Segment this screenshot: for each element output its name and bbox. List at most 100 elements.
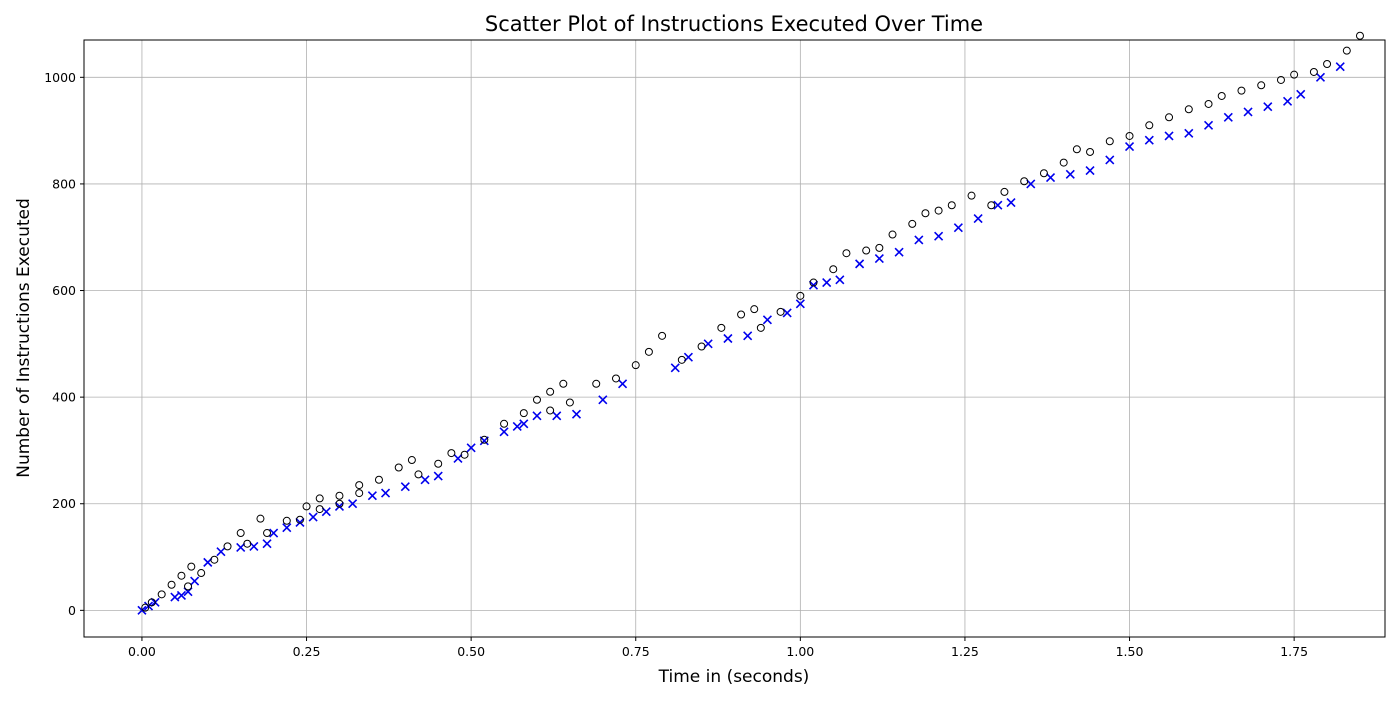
data-point-x (1296, 89, 1306, 99)
data-point-x (1223, 112, 1233, 122)
x-tick-label: 1.00 (786, 644, 814, 659)
data-point-x (1144, 135, 1154, 145)
axis-ticks: 0.00 0.25 0.50 0.75 1.00 1.25 1.50 1.75 0 200 400 6… (44, 70, 1308, 659)
data-point-circle (282, 516, 291, 525)
data-point-x (282, 523, 292, 533)
data-point-circle (1105, 137, 1114, 146)
data-point-x (532, 411, 542, 421)
data-point-x (262, 539, 272, 549)
data-point-x (1282, 96, 1293, 106)
data-point-x (894, 247, 904, 257)
data-point-circle (559, 379, 568, 388)
data-point-x (466, 443, 476, 453)
data-point-circle (177, 571, 186, 580)
data-point-x (1045, 172, 1056, 183)
data-points (137, 31, 1364, 615)
data-point-circle (888, 230, 897, 239)
data-point-x (420, 475, 430, 485)
data-point-circle (1355, 31, 1364, 40)
data-point-x (1184, 128, 1194, 138)
data-point-circle (355, 481, 364, 490)
data-point-x (874, 253, 884, 264)
data-point-circle (697, 342, 706, 351)
data-point-circle (842, 249, 851, 258)
data-point-circle (157, 590, 166, 599)
data-point-x (1124, 142, 1135, 152)
data-point-x (1243, 107, 1253, 117)
data-point-circle (460, 450, 469, 459)
data-point-x (380, 488, 391, 498)
data-point-circle (796, 291, 805, 300)
data-point-circle (677, 355, 686, 364)
data-point-circle (447, 449, 456, 458)
data-point-circle (480, 435, 489, 444)
data-point-circle (500, 419, 509, 428)
data-point-circle (644, 347, 653, 356)
data-point-x (934, 231, 944, 241)
data-point-circle (335, 499, 344, 508)
data-point-circle (434, 459, 443, 468)
data-point-circle (394, 463, 403, 472)
y-tick-label: 800 (52, 176, 76, 191)
data-point-x (176, 590, 187, 600)
chart-title: Scatter Plot of Instructions Executed Ov… (485, 12, 983, 36)
x-tick-label: 0.75 (622, 644, 650, 659)
data-point-circle (315, 494, 324, 503)
data-point-circle (1059, 158, 1068, 167)
data-point-x (914, 235, 924, 245)
data-point-x (1335, 62, 1345, 72)
data-point-x (1105, 155, 1115, 165)
data-point-circle (546, 387, 555, 396)
x-tick-label: 1.50 (1116, 644, 1144, 659)
data-point-circle (1290, 70, 1299, 79)
data-point-circle (546, 406, 555, 415)
data-point-x (1315, 72, 1326, 82)
data-point-circle (565, 398, 574, 407)
data-point-circle (829, 265, 838, 274)
data-point-circle (184, 582, 193, 591)
data-point-x (269, 528, 279, 538)
data-point-circle (1204, 99, 1213, 108)
x-tick-label: 0.50 (457, 644, 485, 659)
data-point-x (782, 308, 792, 318)
data-point-circle (532, 395, 541, 404)
data-point-circle (987, 201, 996, 210)
y-axis-label: Number of Instructions Executed (14, 198, 34, 478)
data-point-circle (1165, 113, 1174, 122)
data-point-circle (658, 331, 667, 340)
y-tick-label: 200 (52, 496, 76, 511)
data-point-circle (263, 529, 272, 538)
y-tick-label: 400 (52, 390, 76, 405)
data-point-circle (921, 209, 930, 218)
data-point-x (953, 223, 963, 233)
data-point-x (308, 512, 318, 522)
data-point-x (808, 280, 819, 290)
data-point-circle (776, 307, 785, 316)
data-point-x (367, 491, 377, 501)
data-point-circle (1342, 46, 1351, 55)
data-point-circle (141, 603, 150, 612)
data-point-circle (967, 191, 976, 200)
data-point-x (670, 363, 680, 373)
data-point-circle (197, 569, 206, 578)
data-point-x (795, 299, 805, 309)
data-point-x (743, 331, 753, 341)
data-point-x (1006, 198, 1016, 208)
data-point-circle (407, 456, 416, 465)
data-point-circle (750, 305, 759, 314)
data-point-x (512, 421, 522, 432)
data-point-x (1065, 169, 1075, 179)
data-point-circle (1217, 91, 1226, 100)
data-point-x (835, 275, 845, 285)
series-1 (141, 31, 1364, 612)
y-tick-label: 1000 (44, 70, 76, 85)
data-point-circle (335, 491, 344, 500)
data-point-circle (934, 206, 943, 215)
data-point-circle (862, 246, 871, 255)
data-point-circle (947, 201, 956, 210)
data-point-circle (295, 515, 304, 524)
data-point-circle (592, 379, 601, 388)
data-point-x (993, 200, 1003, 210)
data-point-x (190, 576, 200, 586)
data-point-x (216, 547, 226, 557)
